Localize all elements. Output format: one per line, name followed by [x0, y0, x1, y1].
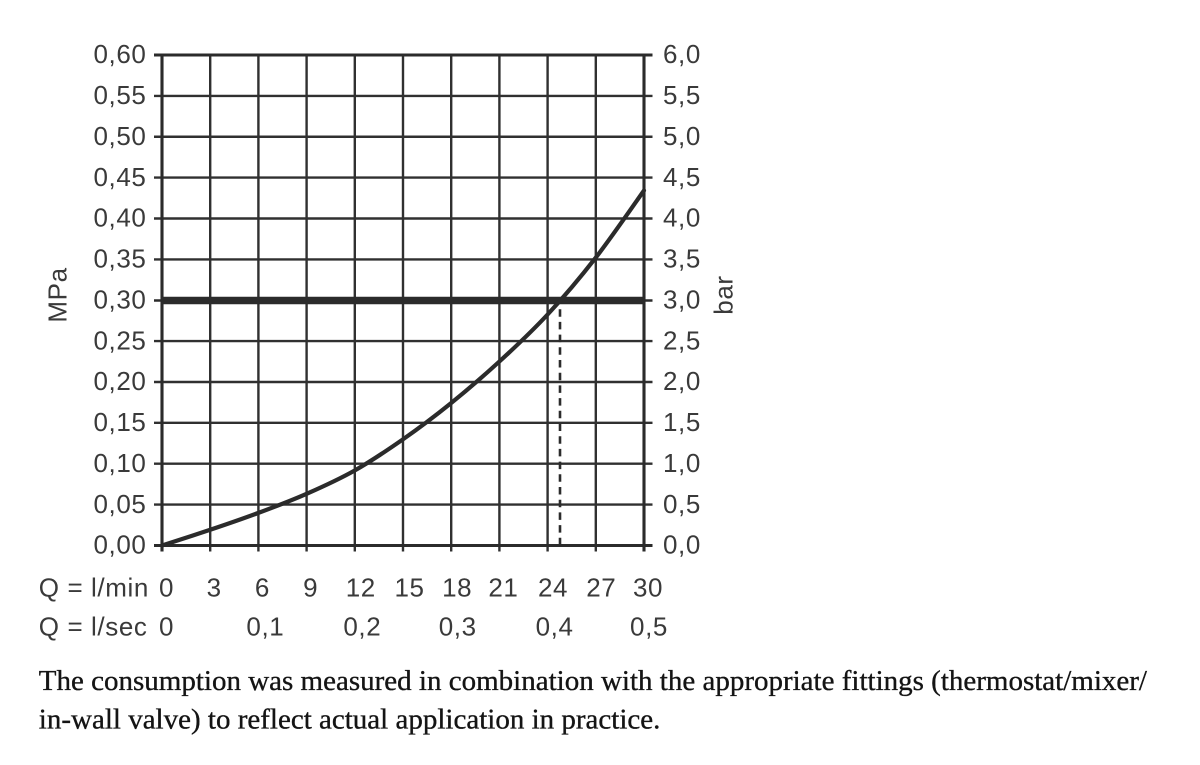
svg-text:6: 6	[255, 573, 270, 603]
svg-text:0: 0	[159, 573, 174, 603]
svg-text:0,15: 0,15	[93, 407, 146, 437]
svg-text:1,5: 1,5	[663, 407, 701, 437]
svg-text:Q = l/sec: Q = l/sec	[39, 612, 148, 642]
svg-text:0,0: 0,0	[663, 530, 701, 560]
svg-text:21: 21	[488, 573, 518, 603]
svg-text:bar: bar	[709, 275, 739, 314]
svg-text:5,5: 5,5	[663, 80, 701, 110]
svg-text:4,5: 4,5	[663, 162, 701, 192]
svg-text:0,55: 0,55	[93, 80, 146, 110]
svg-text:18: 18	[442, 573, 472, 603]
svg-text:1,0: 1,0	[663, 448, 701, 478]
svg-text:5,0: 5,0	[663, 121, 701, 151]
svg-text:0,45: 0,45	[93, 162, 146, 192]
svg-text:0,35: 0,35	[93, 244, 146, 274]
svg-text:0,10: 0,10	[93, 448, 146, 478]
svg-text:0,30: 0,30	[93, 285, 146, 315]
svg-text:MPa: MPa	[43, 267, 73, 322]
svg-text:3,0: 3,0	[663, 285, 701, 315]
svg-text:Q = l/min: Q = l/min	[39, 573, 149, 603]
svg-text:0,1: 0,1	[246, 612, 284, 642]
svg-text:0,4: 0,4	[536, 612, 574, 642]
svg-text:in-wall valve) to reflect actu: in-wall valve) to reflect actual applica…	[39, 704, 661, 736]
svg-text:15: 15	[394, 573, 424, 603]
svg-text:2,0: 2,0	[663, 366, 701, 396]
svg-text:0,50: 0,50	[93, 121, 146, 151]
svg-text:0,2: 0,2	[343, 612, 381, 642]
svg-text:0,20: 0,20	[93, 366, 146, 396]
svg-text:0,25: 0,25	[93, 325, 146, 355]
svg-text:9: 9	[303, 573, 318, 603]
svg-text:30: 30	[633, 573, 663, 603]
svg-text:0,60: 0,60	[93, 39, 146, 69]
svg-text:4,0: 4,0	[663, 203, 701, 233]
svg-text:0,05: 0,05	[93, 489, 146, 519]
svg-text:0,5: 0,5	[663, 489, 701, 519]
svg-text:3: 3	[207, 573, 222, 603]
svg-text:3,5: 3,5	[663, 244, 701, 274]
svg-text:12: 12	[346, 573, 376, 603]
svg-text:0,40: 0,40	[93, 203, 146, 233]
svg-text:6,0: 6,0	[663, 39, 701, 69]
svg-text:0: 0	[159, 612, 174, 642]
svg-text:24: 24	[538, 573, 568, 603]
svg-text:2,5: 2,5	[663, 325, 701, 355]
svg-text:0,3: 0,3	[439, 612, 477, 642]
svg-text:27: 27	[586, 573, 616, 603]
svg-text:The consumption was measured i: The consumption was measured in combinat…	[39, 665, 1148, 697]
svg-text:0,5: 0,5	[630, 612, 668, 642]
svg-text:0,00: 0,00	[93, 530, 146, 560]
